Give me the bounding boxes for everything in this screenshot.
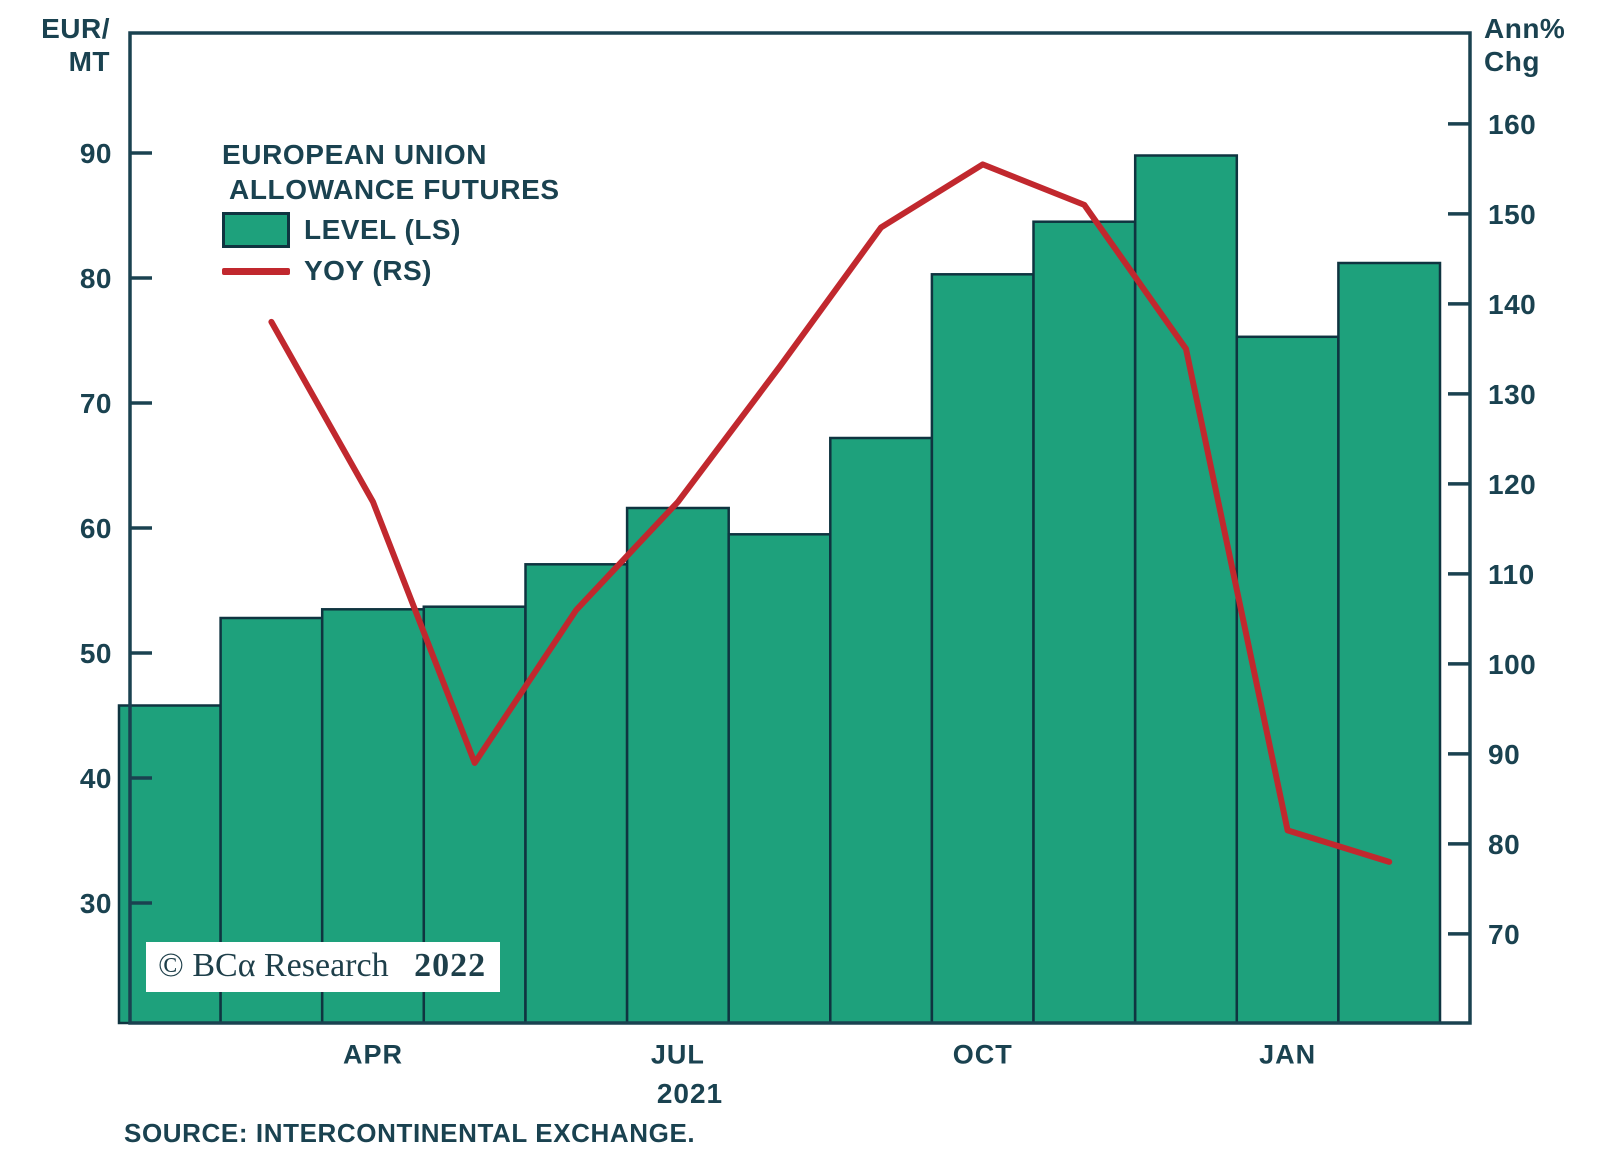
level-series-swatch <box>222 212 290 248</box>
left-axis-tick-label: 80 <box>80 263 112 294</box>
right-axis-unit-line2: Chg <box>1484 46 1540 77</box>
left-axis-tick-label: 90 <box>80 138 112 169</box>
legend-item-level-label: LEVEL (LS) <box>304 214 461 245</box>
right-axis-tick-label: 140 <box>1488 289 1536 320</box>
left-axis-unit: EUR/ MT <box>28 12 110 78</box>
bar <box>930 273 1035 1025</box>
legend-item-yoy: YOY (RS) <box>222 254 560 288</box>
legend-title-line2: ALLOWANCE FUTURES <box>229 174 560 205</box>
right-axis-tick-label: 90 <box>1488 739 1520 770</box>
left-axis-tick-label: 70 <box>80 388 112 419</box>
x-axis-month-label: APR <box>343 1040 403 1070</box>
right-axis-tick-label: 110 <box>1488 559 1535 590</box>
bar <box>1235 335 1340 1025</box>
x-axis-month-label: OCT <box>953 1040 1013 1070</box>
right-axis-tick-label: 70 <box>1488 919 1520 950</box>
legend-title-line1: EUROPEAN UNION <box>222 139 488 170</box>
bar <box>524 563 629 1025</box>
x-axis-month-label: JUL <box>651 1040 705 1070</box>
bar <box>1032 220 1137 1025</box>
bar <box>1337 261 1442 1025</box>
bar <box>625 506 730 1025</box>
watermark-year: 2022 <box>414 947 487 984</box>
x-axis-year-label: 2021 <box>656 1078 724 1109</box>
right-axis-tick-label: 80 <box>1488 829 1520 860</box>
yoy-line <box>268 161 1393 865</box>
right-axis-unit: Ann% Chg <box>1484 12 1565 78</box>
left-axis-tick-label: 40 <box>80 763 112 794</box>
left-axis-unit-line1: EUR/ <box>41 13 110 44</box>
left-axis-tick-label: 50 <box>80 638 112 669</box>
watermark-text: © BCα Research <box>158 947 389 984</box>
x-axis-month-label: JAN <box>1259 1040 1316 1070</box>
left-axis-tick-label: 60 <box>80 513 112 544</box>
right-axis-tick-label: 120 <box>1488 469 1536 500</box>
right-axis-tick-label: 130 <box>1488 379 1536 410</box>
right-axis-tick-label: 100 <box>1488 649 1536 680</box>
right-axis-tick-label: 150 <box>1488 199 1536 230</box>
yoy-series-swatch <box>222 267 290 275</box>
source-note: SOURCE: INTERCONTINENTAL EXCHANGE. <box>124 1118 696 1148</box>
right-axis-unit-line1: Ann% <box>1484 13 1566 44</box>
chart-legend: EUROPEAN UNION ALLOWANCE FUTURES LEVEL (… <box>222 139 560 288</box>
bar <box>1133 154 1239 1025</box>
right-axis-tick-label: 160 <box>1488 109 1536 140</box>
bar <box>829 436 934 1025</box>
bar <box>727 533 832 1025</box>
watermark: © BCα Research 2022 <box>146 942 501 992</box>
legend-item-yoy-label: YOY (RS) <box>304 255 432 286</box>
left-axis-unit-line2: MT <box>68 46 110 77</box>
legend-item-level: LEVEL (LS) <box>222 212 560 248</box>
left-axis-tick-label: 30 <box>80 888 112 919</box>
